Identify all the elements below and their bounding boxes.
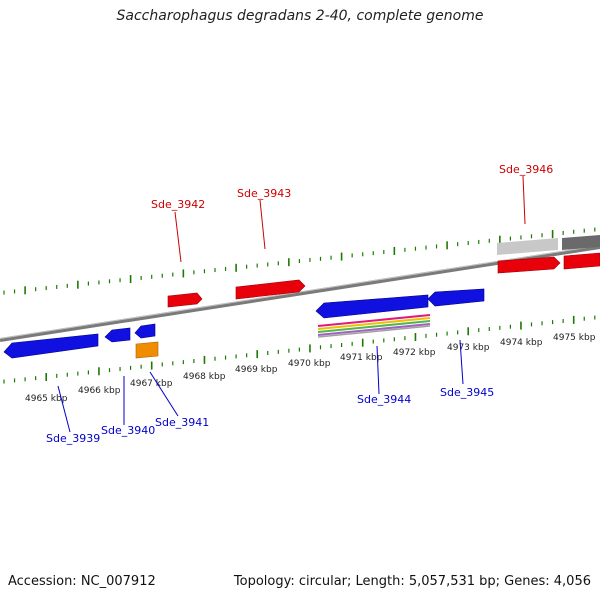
gene-label-sde-3944[interactable]: Sde_3944 (357, 393, 411, 406)
gene-arrow-sde-3943[interactable] (235, 279, 306, 300)
kbp-label-4965: 4965 kbp (25, 394, 68, 404)
kbp-label-4966: 4966 kbp (78, 386, 121, 396)
gene-arrow-sde-3941[interactable] (134, 323, 156, 339)
kbp-label-4968: 4968 kbp (183, 372, 226, 382)
genome-summary-text: Topology: circular; Length: 5,057,531 bp… (233, 574, 591, 589)
kbp-label-4972: 4972 kbp (393, 348, 436, 358)
gene-label-sde-3939[interactable]: Sde_3939 (46, 432, 100, 445)
gene-label-sde-3945[interactable]: Sde_3945 (440, 386, 494, 399)
kbp-label-4971: 4971 kbp (340, 353, 383, 363)
gene-leader-lines (57, 175, 526, 433)
gene-arrow-sde-3940[interactable] (104, 327, 131, 343)
gene-label-sde-3942[interactable]: Sde_3942 (151, 198, 205, 211)
kbp-label-4970: 4970 kbp (288, 359, 331, 369)
gene-arrow-next[interactable] (563, 252, 600, 270)
kbp-label-4973: 4973 kbp (447, 343, 490, 353)
accession-text: Accession: NC_007912 (8, 574, 156, 589)
gene-label-sde-3940[interactable]: Sde_3940 (101, 424, 155, 437)
gene-arrow-sde-3942[interactable] (167, 292, 203, 308)
kbp-label-4969: 4969 kbp (235, 365, 278, 375)
kbp-label-4975: 4975 kbp (553, 333, 596, 343)
rna-gene-feature[interactable] (135, 341, 159, 359)
kbp-label-4974: 4974 kbp (500, 338, 543, 348)
gene-arrow-sde-3939[interactable] (3, 333, 99, 359)
gene-arrow-sde-3944[interactable] (315, 294, 429, 319)
genome-title: Saccharophagus degradans 2-40, complete … (116, 8, 484, 24)
gene-arrow-sde-3946[interactable] (497, 256, 561, 274)
upper-tick-track (3, 227, 596, 295)
gene-label-sde-3941[interactable]: Sde_3941 (155, 416, 209, 429)
kbp-label-4967: 4967 kbp (130, 379, 173, 389)
gene-label-sde-3943[interactable]: Sde_3943 (237, 187, 291, 200)
protein-domain-stripes (317, 314, 431, 338)
feature-bar-dark (562, 235, 600, 250)
feature-bar-light (497, 238, 558, 255)
gene-label-sde-3946[interactable]: Sde_3946 (499, 163, 553, 176)
gene-arrow-sde-3945[interactable] (427, 288, 485, 307)
lower-tick-track (3, 315, 596, 384)
